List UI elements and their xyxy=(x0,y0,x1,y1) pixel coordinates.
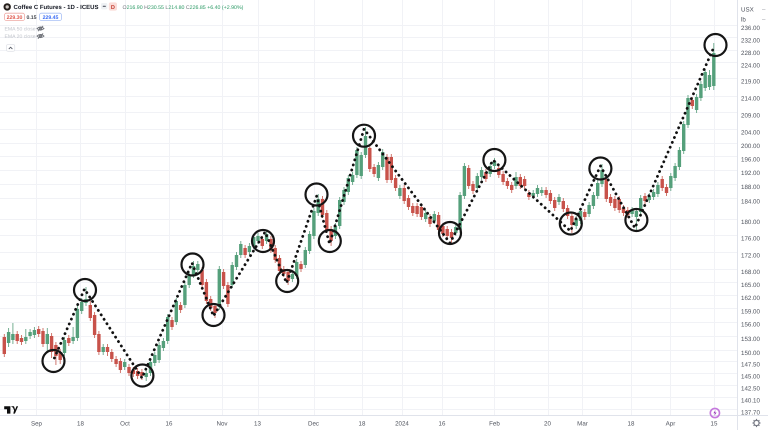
svg-text:142.50: 142.50 xyxy=(741,386,760,393)
svg-text:228.00: 228.00 xyxy=(741,50,760,57)
svg-text:162.00: 162.00 xyxy=(741,295,760,302)
svg-text:200.00: 200.00 xyxy=(741,143,760,150)
svg-text:16: 16 xyxy=(166,421,173,428)
svg-text:Nov: Nov xyxy=(216,421,228,428)
svg-text:18: 18 xyxy=(77,421,84,428)
svg-text:0.15: 0.15 xyxy=(26,15,36,21)
svg-text:16: 16 xyxy=(439,421,446,428)
svg-text:150.00: 150.00 xyxy=(741,350,760,357)
svg-text:229.45: 229.45 xyxy=(43,15,59,21)
svg-text:204.00: 204.00 xyxy=(741,129,760,136)
svg-text:lb: lb xyxy=(741,17,746,24)
svg-text:192.00: 192.00 xyxy=(741,170,760,177)
svg-text:209.00: 209.00 xyxy=(741,113,760,120)
svg-text:153.00: 153.00 xyxy=(741,336,760,343)
svg-text:Mar: Mar xyxy=(577,421,588,428)
svg-text:–: – xyxy=(762,16,766,23)
svg-text:Apr: Apr xyxy=(666,421,676,428)
svg-text:2024: 2024 xyxy=(395,421,409,428)
svg-text:172.00: 172.00 xyxy=(741,252,760,259)
svg-text:214.00: 214.00 xyxy=(741,96,760,103)
svg-text:18: 18 xyxy=(628,421,635,428)
svg-text:156.00: 156.00 xyxy=(741,322,760,329)
svg-text:140.10: 140.10 xyxy=(741,398,760,405)
svg-text:20: 20 xyxy=(544,421,551,428)
svg-text:184.00: 184.00 xyxy=(741,199,760,206)
svg-text:Dec: Dec xyxy=(308,421,319,428)
svg-text:180.00: 180.00 xyxy=(741,219,760,226)
svg-text:O216.90 H230.55 L214.80 C226.8: O216.90 H230.55 L214.80 C226.85 +6.40 (+… xyxy=(123,5,244,11)
svg-text:Oct: Oct xyxy=(120,421,130,428)
svg-text:EMA 20 close: EMA 20 close xyxy=(5,34,36,40)
svg-text:145.00: 145.00 xyxy=(741,374,760,381)
svg-text:232.00: 232.00 xyxy=(741,37,760,44)
svg-text:168.00: 168.00 xyxy=(741,269,760,276)
svg-text:176.00: 176.00 xyxy=(741,235,760,242)
svg-text:196.00: 196.00 xyxy=(741,156,760,163)
svg-text:Sep: Sep xyxy=(31,421,43,428)
svg-text:13: 13 xyxy=(254,421,261,428)
svg-text:–: – xyxy=(762,6,766,13)
svg-text:USX: USX xyxy=(741,7,754,14)
svg-text:219.00: 219.00 xyxy=(741,79,760,86)
svg-text:137.70: 137.70 xyxy=(741,410,760,417)
svg-text:15: 15 xyxy=(711,421,718,428)
svg-text:Coffee C Futures - 1D - ICEUS: Coffee C Futures - 1D - ICEUS xyxy=(14,4,99,11)
svg-text:D: D xyxy=(111,5,115,11)
svg-text:Feb: Feb xyxy=(489,421,500,428)
svg-text:188.00: 188.00 xyxy=(741,184,760,191)
svg-text:EMA 50 close: EMA 50 close xyxy=(5,27,36,33)
svg-text:224.00: 224.00 xyxy=(741,63,760,70)
svg-text:159.00: 159.00 xyxy=(741,309,760,316)
svg-text:165.00: 165.00 xyxy=(741,282,760,289)
svg-text:147.50: 147.50 xyxy=(741,361,760,368)
svg-text:236.00: 236.00 xyxy=(741,25,760,32)
svg-text:229.30: 229.30 xyxy=(7,15,23,21)
svg-text:18: 18 xyxy=(359,421,366,428)
